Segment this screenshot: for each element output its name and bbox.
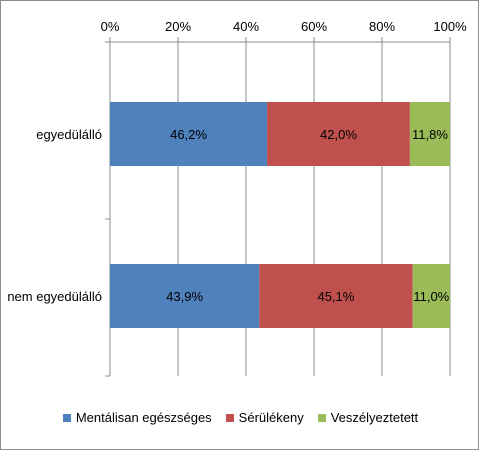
- bar-segment: [110, 264, 260, 328]
- legend-label: Mentálisan egészséges: [75, 410, 212, 425]
- bar-segment: [259, 264, 413, 328]
- bar-segment: [267, 102, 410, 166]
- data-label: 45,1%: [317, 289, 354, 304]
- bar-segment: [409, 102, 450, 166]
- legend-item: Mentálisan egészséges: [62, 410, 212, 425]
- data-label: 42,0%: [320, 127, 357, 142]
- legend: Mentálisan egészséges Sérülékeny Veszélyez…: [0, 410, 481, 425]
- x-tick-label: 0%: [101, 19, 120, 34]
- category-label: egyedülálló: [36, 127, 102, 142]
- legend-swatch: [317, 413, 326, 422]
- legend-swatch: [62, 413, 71, 422]
- data-label: 11,0%: [413, 289, 449, 304]
- legend-item: Sérülékeny: [225, 410, 304, 425]
- bar-segment: [110, 102, 268, 166]
- data-label: 11,8%: [412, 127, 448, 142]
- data-label: 43,9%: [166, 289, 203, 304]
- x-tick-label: 60%: [301, 19, 327, 34]
- data-label: 46,2%: [170, 127, 207, 142]
- stacked-bar-chart: 0% 20% 40% 60% 80% 100% 46,2% 42,0% 11,8% egyedül…: [7, 19, 467, 377]
- category-label: nem egyedülálló: [7, 289, 102, 304]
- bar-segment: [412, 264, 450, 328]
- x-tick-label: 100%: [433, 19, 467, 34]
- legend-item: Veszélyeztetett: [317, 410, 419, 425]
- legend-label: Sérülékeny: [238, 410, 304, 425]
- x-tick-label: 80%: [369, 19, 395, 34]
- x-tick-label: 40%: [233, 19, 259, 34]
- legend-label: Veszélyeztetett: [330, 410, 419, 425]
- legend-swatch: [225, 413, 234, 422]
- x-tick-label: 20%: [165, 19, 191, 34]
